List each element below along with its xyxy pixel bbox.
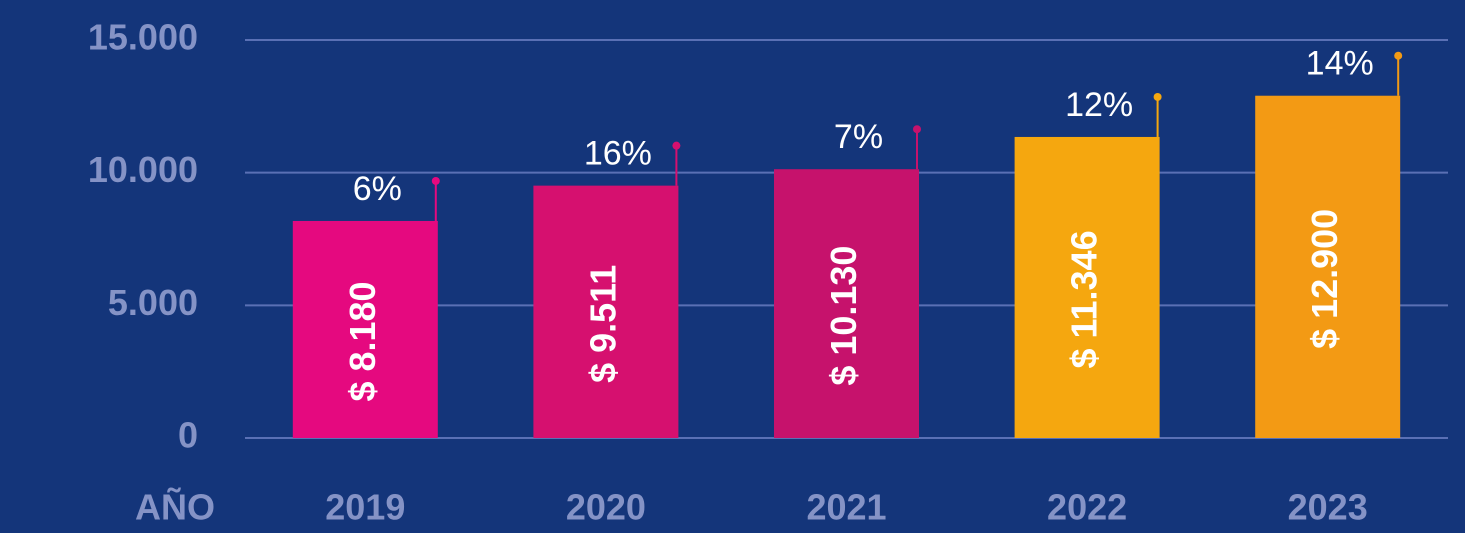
annotation-label: 14% — [1306, 45, 1374, 83]
y-tick-label: 0 — [178, 415, 198, 456]
bar — [533, 185, 679, 438]
x-tick-label: 2022 — [1047, 487, 1127, 528]
y-tick-label: 15.000 — [88, 17, 198, 58]
annotation-pin-dot — [431, 176, 440, 185]
annotation-label: 12% — [1065, 86, 1133, 124]
x-tick-label: 2021 — [806, 487, 886, 528]
annotation-label: 6% — [353, 170, 402, 208]
bar — [292, 220, 438, 438]
value-label: $ 9.511 — [582, 265, 623, 383]
annotation-pin-dot — [1394, 51, 1403, 60]
y-tick-label: 5.000 — [108, 282, 198, 323]
annotation-label: 16% — [584, 135, 652, 173]
value-label: $ 11.346 — [1064, 230, 1105, 368]
bar — [1255, 95, 1401, 438]
bar — [774, 169, 919, 438]
annotation-pin-dot — [1153, 92, 1162, 101]
bar — [1014, 136, 1160, 438]
annotation-pin-dot — [672, 141, 681, 150]
value-label: $ 10.130 — [823, 246, 864, 386]
x-tick-label: 2019 — [325, 487, 405, 528]
annotation-label: 7% — [834, 118, 883, 156]
x-tick-label: 2020 — [566, 487, 646, 528]
annotation-pin-dot — [913, 125, 921, 134]
y-tick-label: 10.000 — [88, 149, 198, 190]
x-axis-label: AÑO — [135, 486, 215, 528]
value-label: $ 12.900 — [1304, 209, 1345, 349]
value-label: $ 8.180 — [342, 281, 383, 401]
x-tick-label: 2023 — [1288, 487, 1368, 528]
